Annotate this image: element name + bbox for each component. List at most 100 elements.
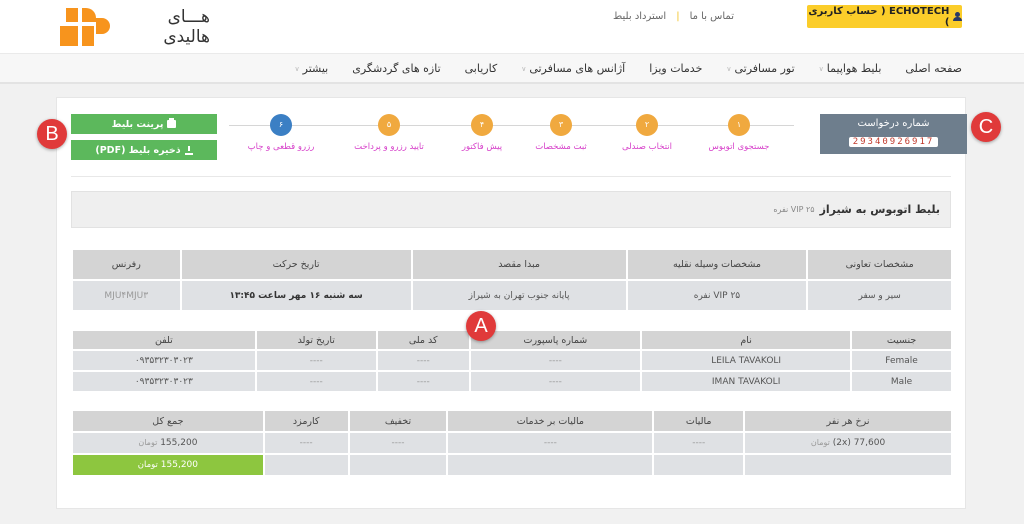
cell-departure: سه شنبه ۱۶ مهر ساعت ۱۳:۴۵: [181, 281, 411, 310]
cell-passport: ----: [470, 372, 641, 391]
logo-text: هـــای هالیدی: [163, 7, 210, 47]
request-number: 29340926917: [848, 137, 939, 147]
cell-reference: MJU۴MJU۳: [73, 281, 180, 310]
cell-passport: ----: [470, 351, 641, 370]
col-header: تخفیف: [349, 411, 447, 431]
divider: [71, 176, 951, 177]
chevron-down-icon: ∨: [726, 64, 732, 73]
cell-cooperative: سیر و سفر: [808, 281, 951, 310]
step-number: ۵: [378, 114, 400, 136]
step-4: ۴ پیش فاکتور: [437, 114, 527, 152]
step-label: انتخاب صندلی: [622, 142, 672, 152]
nav-item-jobs[interactable]: کاریابی: [465, 62, 498, 75]
site-header: هـــای هالیدی تماس با ما | استرداد بلیط …: [0, 0, 1024, 53]
cell-gender: Female: [852, 351, 951, 370]
step-number: ۴: [471, 114, 493, 136]
nav-label: تور مسافرتی: [734, 62, 795, 75]
cell-discount: ----: [349, 433, 447, 453]
table-header-row: جنسیت نام شماره پاسپورت کد ملی تاریخ تول…: [73, 331, 951, 349]
col-header: نرخ هر نفر: [745, 411, 951, 431]
step-3: ۳ ثبت مشخصات: [516, 114, 606, 152]
empty-cell: [654, 455, 744, 475]
logo-icon: [60, 8, 110, 46]
request-label: شماره درخواست: [857, 118, 930, 129]
step-2: ۲ انتخاب صندلی: [602, 114, 692, 152]
print-label: پرینت بلیط: [111, 118, 164, 130]
cell-phone: ۰۹۳۵۳۲۳۰۳۰۲۳: [73, 372, 255, 391]
empty-cell: [349, 455, 447, 475]
printer-icon: [167, 118, 177, 128]
cell-name: LEILA TAVAKOLI: [642, 351, 851, 370]
total-amount: 155,200: [160, 438, 198, 448]
col-header: مشخصات تعاونی: [808, 250, 951, 279]
cell-birthdate: ----: [256, 351, 376, 370]
steps-line: [229, 125, 794, 126]
download-icon: [184, 145, 193, 155]
print-ticket-button[interactable]: پرینت بلیط: [71, 114, 217, 134]
per-person-qty: (2x): [832, 438, 851, 448]
table-header-row: نرخ هر نفر مالیات مالیات بر خدمات تخفیف …: [73, 411, 951, 431]
nav-item-agencies[interactable]: آژانس های مسافرتی ∨: [521, 62, 625, 75]
step-label: تایید رزرو و پرداخت: [354, 142, 424, 152]
table-row: Male IMAN TAVAKOLI ---- ---- ---- ۰۹۳۵۳۲…: [73, 372, 951, 391]
booking-steps: ۱ جستجوی اتوبوس ۲ انتخاب صندلی ۳ ثبت مشخ…: [229, 114, 794, 164]
col-header: کد ملی: [377, 331, 469, 349]
step-number: ۳: [550, 114, 572, 136]
cell-per-person: 77,600 (2x) تومان: [745, 433, 951, 453]
cell-gender: Male: [852, 372, 951, 391]
table-row: 77,600 (2x) تومان ---- ---- ---- ---- 15…: [73, 433, 951, 453]
link-separator: |: [676, 11, 680, 22]
passengers-table: جنسیت نام شماره پاسپورت کد ملی تاریخ تول…: [71, 329, 953, 393]
col-header: تلفن: [73, 331, 255, 349]
top-links: تماس با ما | استرداد بلیط: [613, 11, 734, 22]
nav-item-tours[interactable]: تور مسافرتی ∨: [726, 62, 794, 75]
cell-birthdate: ----: [256, 372, 376, 391]
step-label: رزرو قطعی و چاپ: [247, 142, 315, 152]
table-header-row: مشخصات تعاونی مشخصات وسیله نقلیه مبدا مق…: [73, 250, 951, 279]
nav-item-more[interactable]: بیشتر ∨: [295, 62, 329, 75]
cell-national-id: ----: [377, 372, 469, 391]
empty-cell: [745, 455, 951, 475]
col-header: تاریخ حرکت: [181, 250, 411, 279]
ticket-card: شماره درخواست 29340926917 ۱ جستجوی اتوبو…: [56, 97, 967, 509]
col-header: مشخصات وسیله نقلیه: [627, 250, 807, 279]
step-1: ۱ جستجوی اتوبوس: [694, 114, 784, 152]
cell-service-tax: ----: [448, 433, 653, 453]
table-row: سیر و سفر VIP ۲۵ نفره پایانه جنوب تهران …: [73, 281, 951, 310]
cell-vehicle: VIP ۲۵ نفره: [627, 281, 807, 310]
col-header: جمع کل: [73, 411, 263, 431]
nav-item-home[interactable]: صفحه اصلی: [905, 62, 962, 75]
request-number-box: شماره درخواست 29340926917: [820, 114, 967, 154]
step-label: جستجوی اتوبوس: [708, 142, 770, 152]
cell-name: IMAN TAVAKOLI: [642, 372, 851, 391]
step-number: ۲: [636, 114, 658, 136]
cell-tax: ----: [654, 433, 744, 453]
step-5: ۵ تایید رزرو و پرداخت: [344, 114, 434, 152]
nav-item-news[interactable]: تازه های گردشگری: [352, 62, 440, 75]
grand-total-row: 155,200 تومان: [73, 455, 951, 475]
step-number: ۱: [728, 114, 750, 136]
chevron-down-icon: ∨: [818, 64, 824, 73]
account-label: ECHOTECH ( حساب کاربری ): [808, 5, 950, 28]
nav-label: بیشتر: [302, 62, 329, 75]
nav-item-flights[interactable]: بلیط هواپیما ∨: [819, 62, 882, 75]
nav-label: کاریابی: [464, 62, 498, 75]
account-button[interactable]: ECHOTECH ( حساب کاربری ): [807, 5, 962, 28]
nav-label: آژانس های مسافرتی: [529, 62, 626, 75]
main-nav: صفحه اصلی بلیط هواپیما ∨ تور مسافرتی ∨ خدم…: [0, 53, 1024, 84]
per-person-amount: 77,600: [853, 438, 886, 448]
grand-total-amount: 155,200: [160, 460, 199, 470]
cell-total: 155,200 تومان: [73, 433, 263, 453]
nav-label: خدمات ویزا: [649, 62, 703, 75]
step-number: ۶: [270, 114, 292, 136]
annotation-marker-a: A: [466, 311, 496, 341]
save-pdf-button[interactable]: ذخیره بلیط (PDF): [71, 140, 217, 160]
currency-label: تومان: [810, 438, 830, 447]
step-label: پیش فاکتور: [461, 142, 503, 152]
refund-link[interactable]: استرداد بلیط: [613, 11, 667, 22]
contact-link[interactable]: تماس با ما: [689, 11, 734, 22]
site-logo[interactable]: هـــای هالیدی: [60, 7, 210, 47]
ticket-subtitle: VIP ۲۵ نفره: [773, 205, 815, 214]
nav-label: تازه های گردشگری: [352, 62, 441, 75]
nav-item-visa[interactable]: خدمات ویزا: [649, 62, 702, 75]
